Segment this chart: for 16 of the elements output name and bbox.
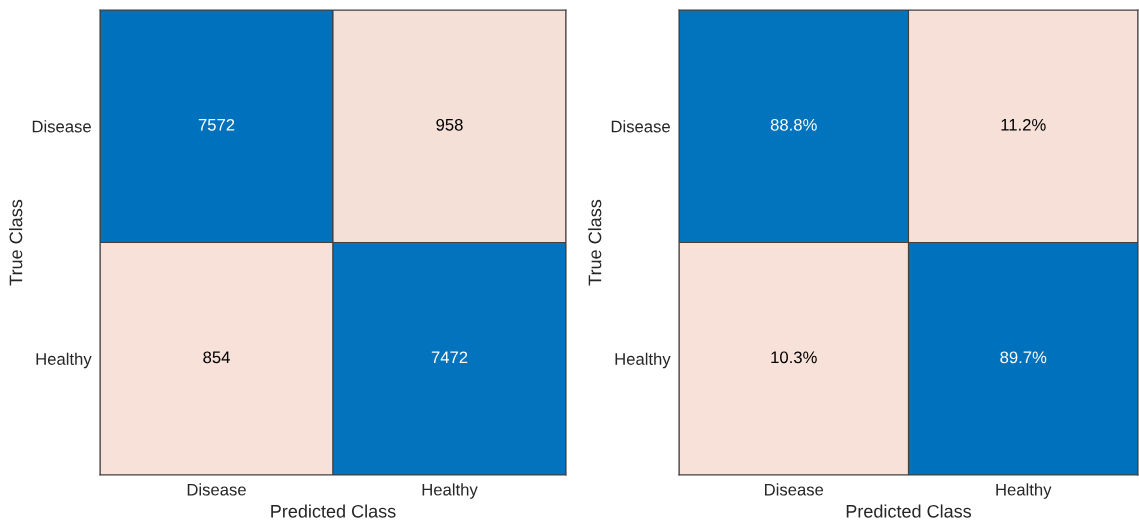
data-label: 88.8% — [770, 118, 817, 131]
y-axis-title: True Class — [588, 199, 602, 286]
x-axis-title: Predicted Class — [271, 504, 396, 518]
data-label: 89.7% — [1000, 351, 1047, 364]
data-label: 7472 — [431, 351, 468, 364]
data-label: 7572 — [198, 118, 235, 131]
data-label: 958 — [436, 118, 463, 131]
data-label: 11.2% — [1001, 118, 1046, 131]
x-tick-label: Healthy — [996, 483, 1052, 499]
data-label: 854 — [203, 351, 230, 364]
x-tick-label: Healthy — [422, 483, 478, 499]
y-axis-title: True Class — [9, 199, 23, 286]
x-tick-label: Disease — [765, 483, 824, 496]
x-tick-label: Disease — [187, 483, 246, 496]
x-axis-title: Predicted Class — [846, 504, 972, 518]
data-label: 10.3% — [771, 351, 817, 364]
